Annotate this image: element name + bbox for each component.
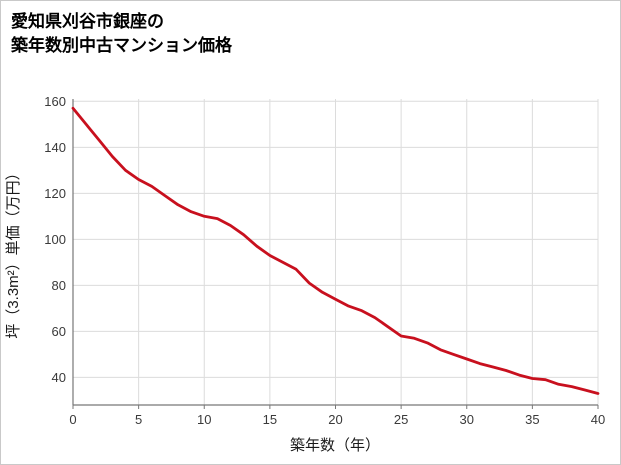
x-tick-label: 15 (263, 412, 277, 427)
y-tick-label: 80 (52, 278, 66, 293)
x-tick-label: 0 (69, 412, 76, 427)
y-tick-label: 160 (44, 94, 66, 109)
x-tick-label: 25 (394, 412, 408, 427)
series-layer (71, 106, 600, 395)
axis-layer: 0 5 10 15 20 25 30 35 40 40 60 80 100 120 140 160 (44, 94, 605, 427)
grid-layer (73, 99, 599, 405)
chart-title-line2: 築年数別中古マンション価格 (11, 35, 232, 55)
price-line-chart: 0 5 10 15 20 25 30 35 40 40 60 80 100 120 140 160 築年数（年… (5, 94, 605, 454)
chart-title: 愛知県刈谷市銀座の 築年数別中古マンション価格 (1, 1, 620, 68)
y-axis-label: 坪（3.3m²）単価（万円） (5, 165, 22, 338)
y-tick-label: 140 (44, 140, 66, 155)
x-tick-label: 5 (135, 412, 142, 427)
x-tick-label: 20 (328, 412, 342, 427)
price-series-line (71, 106, 600, 395)
x-tick-label: 40 (591, 412, 605, 427)
chart-title-line1: 愛知県刈谷市銀座の (11, 12, 164, 31)
y-tick-label: 40 (52, 370, 66, 385)
x-tick-label: 35 (525, 412, 539, 427)
x-tick-label: 30 (460, 412, 474, 427)
x-tick-label: 10 (197, 412, 211, 427)
x-axis-label: 築年数（年） (290, 436, 380, 454)
y-tick-label: 120 (44, 186, 66, 201)
y-tick-label: 100 (44, 232, 66, 247)
y-tick-label: 60 (52, 324, 66, 339)
